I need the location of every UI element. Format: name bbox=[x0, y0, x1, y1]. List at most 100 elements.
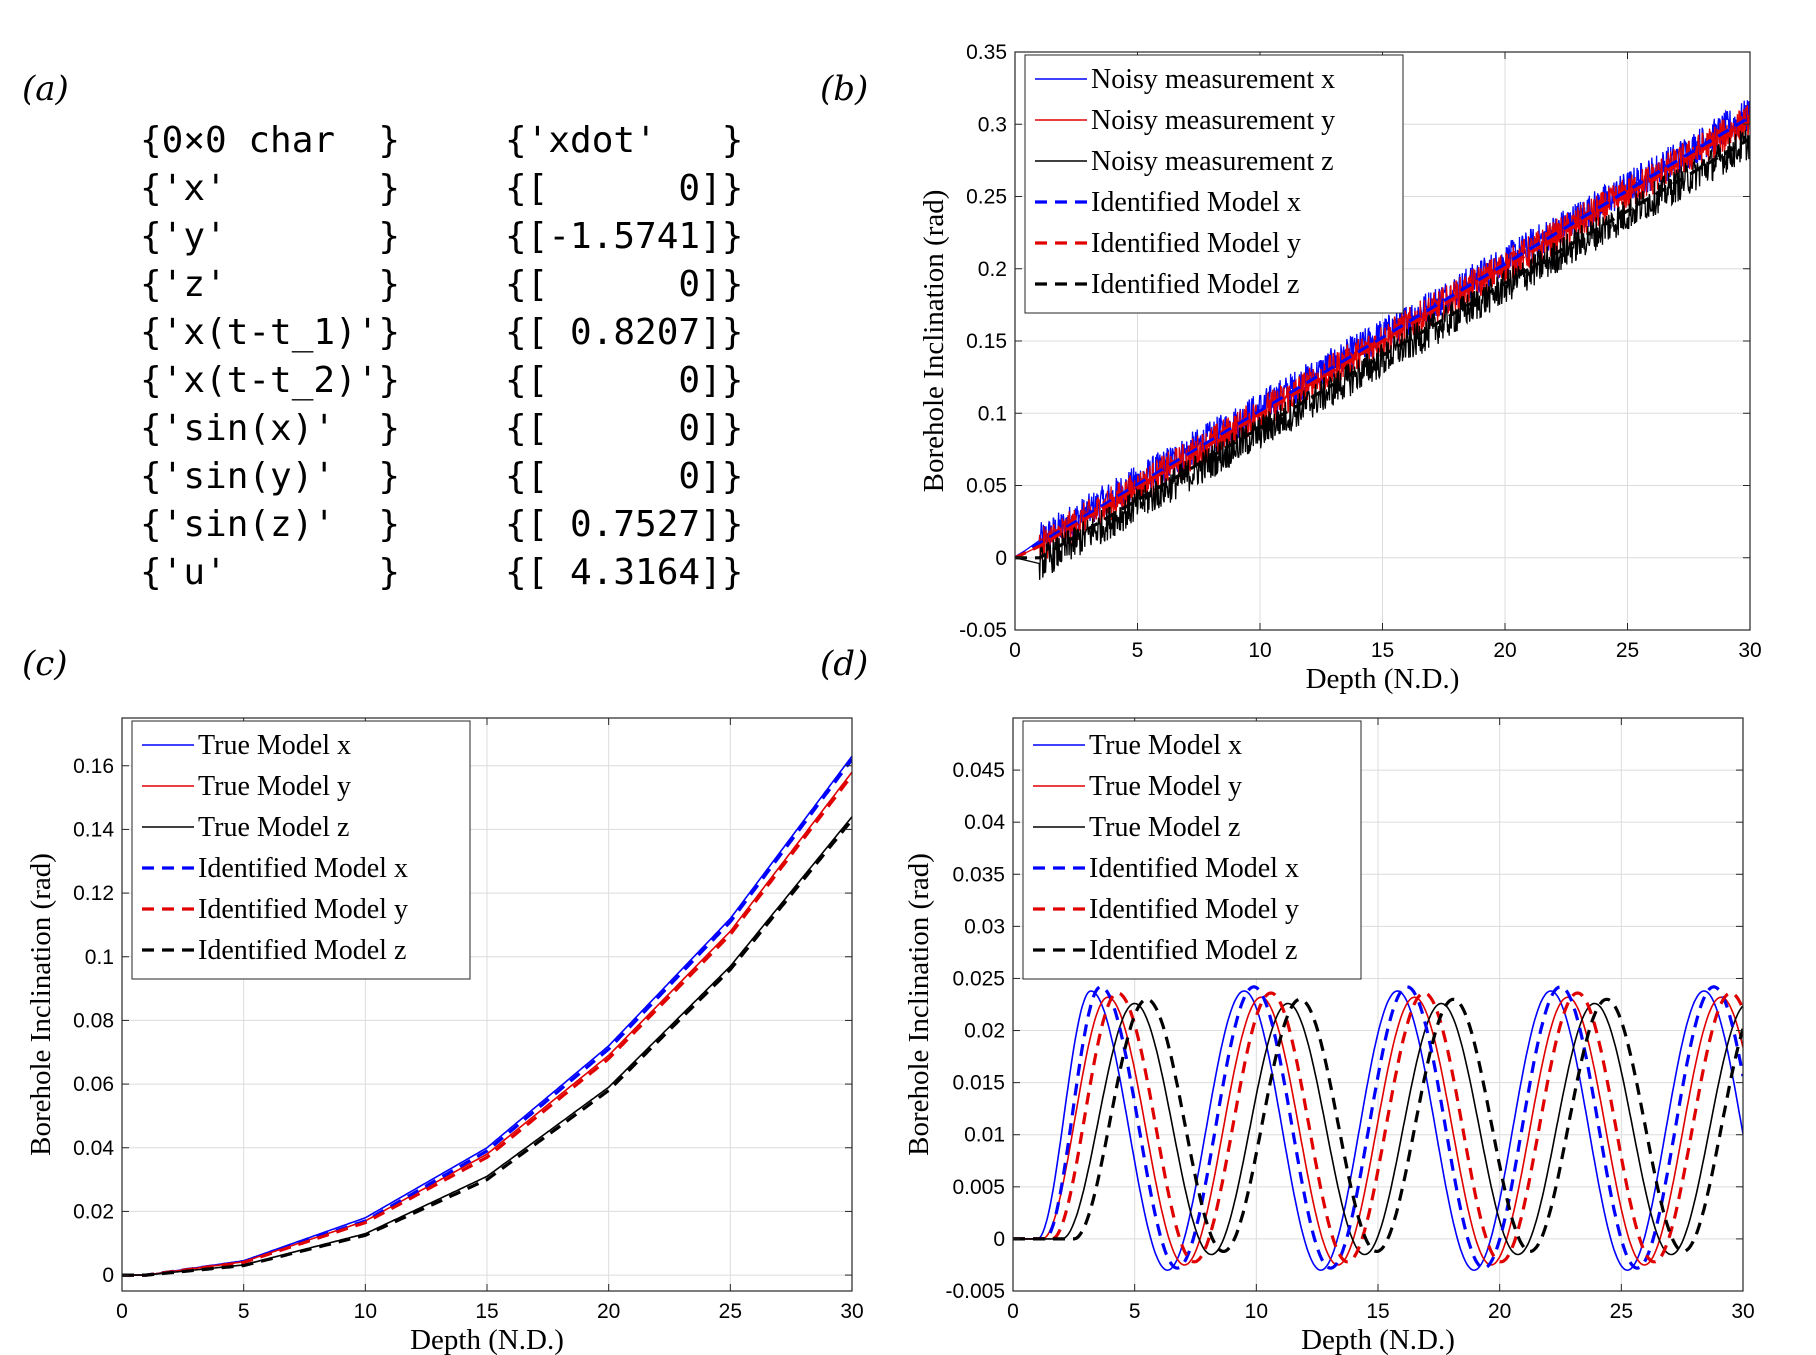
series-line-identified-model-z bbox=[1015, 137, 1750, 560]
series-line-identified-model-z bbox=[1013, 997, 1743, 1254]
panel-label-c: (c) bbox=[22, 644, 68, 684]
legend-entry-label: Identified Model z bbox=[198, 935, 406, 966]
y-tick-label: 0 bbox=[995, 547, 1007, 570]
y-tick-label: 0 bbox=[993, 1228, 1005, 1251]
y-tick-label: 0.035 bbox=[952, 863, 1005, 886]
x-axis-label: Depth (N.D.) bbox=[410, 1324, 564, 1355]
y-tick-label: 0.15 bbox=[966, 330, 1007, 353]
series-line-true-model-z bbox=[1013, 1002, 1743, 1256]
series-group bbox=[122, 755, 852, 1277]
series-line-noisy-measurement-z bbox=[1015, 129, 1750, 580]
table-cell-term: {'x(t-t_2)'} bbox=[140, 360, 400, 401]
x-tick-label: 25 bbox=[719, 1300, 742, 1323]
chart-b-noisy-measurements: 0 5 10 15 20 25 30-0.0500.050.10.150.20.250.30… bbox=[918, 41, 1762, 695]
x-tick-label: 10 bbox=[1245, 1300, 1268, 1323]
y-tick-label: 0.3 bbox=[978, 113, 1007, 136]
x-tick-label: 20 bbox=[1493, 639, 1516, 662]
legend-entry-label: True Model z bbox=[1089, 812, 1240, 843]
y-tick-label: 0.35 bbox=[966, 41, 1007, 64]
x-tick-label: 20 bbox=[1488, 1300, 1511, 1323]
y-tick-label: -0.05 bbox=[959, 619, 1007, 642]
table-cell-term: {0×0 char } bbox=[140, 120, 400, 161]
legend-entry-label: Identified Model z bbox=[1089, 935, 1297, 966]
legend-entry-label: Identified Model z bbox=[1091, 269, 1299, 300]
legend-entry-label: Identified Model x bbox=[1089, 853, 1299, 884]
table-cell-term: {'z' } bbox=[140, 264, 400, 305]
x-tick-label: 0 bbox=[116, 1300, 128, 1323]
legend-entry-label: True Model x bbox=[1089, 730, 1242, 761]
series-line-true-model-y bbox=[1013, 996, 1743, 1266]
chart-c-true-vs-identified: 0 5 10 15 20 25 30 0 0.02 0.04 0.06 0.08 0.1 0.12 0.14… bbox=[25, 717, 864, 1355]
y-tick-label: 0.08 bbox=[73, 1009, 114, 1032]
table-cell-term: {'x(t-t_1)'} bbox=[140, 312, 400, 353]
chart-d-periodic-models: 0 5 10 15 20 25 30-0.00500.0050.010.0150.020.0… bbox=[903, 717, 1755, 1355]
coefficient-table: {0×0 char } {'xdot' } {'x' } {[ 0]} {'y' } {[… bbox=[140, 120, 743, 593]
table-cell-term: {'x' } bbox=[140, 168, 400, 209]
table-cell-coefficient: {'xdot' } bbox=[505, 120, 743, 161]
legend: True Model x True Model y True Model z Iden… bbox=[131, 720, 471, 980]
y-tick-label: 0.005 bbox=[952, 1176, 1005, 1199]
table-cell-coefficient: {[ 0.7527]} bbox=[505, 504, 743, 545]
x-tick-label: 0 bbox=[1007, 1300, 1019, 1323]
y-tick-label: 0.1 bbox=[85, 946, 114, 969]
series-line-identified-model-y bbox=[122, 774, 852, 1277]
legend-entry-label: Identified Model x bbox=[198, 853, 408, 884]
x-tick-label: 15 bbox=[1371, 639, 1394, 662]
y-tick-label: 0.2 bbox=[978, 258, 1007, 281]
legend-entry-label: True Model x bbox=[198, 730, 351, 761]
y-tick-label: 0.06 bbox=[73, 1073, 114, 1096]
series-group bbox=[1013, 985, 1743, 1272]
legend-box bbox=[1024, 54, 1404, 314]
legend-box bbox=[131, 720, 471, 980]
table-cell-coefficient: {[-1.5741]} bbox=[505, 216, 743, 257]
table-cell-coefficient: {[ 0]} bbox=[505, 264, 743, 305]
y-tick-label: 0.025 bbox=[952, 967, 1005, 990]
x-axis-label: Depth (N.D.) bbox=[1301, 1324, 1455, 1355]
panel-label-b: (b) bbox=[820, 69, 868, 109]
series-line-identified-model-y bbox=[1015, 120, 1750, 560]
x-axis-label: Depth (N.D.) bbox=[1306, 663, 1460, 695]
table-cell-coefficient: {[ 0]} bbox=[505, 408, 743, 449]
series-group bbox=[1015, 100, 1750, 580]
legend-entry-label: Noisy measurement x bbox=[1091, 64, 1335, 95]
table-cell-term: {'sin(x)' } bbox=[140, 408, 400, 449]
y-tick-label: 0.04 bbox=[73, 1137, 114, 1160]
legend-entry-label: True Model y bbox=[198, 771, 351, 802]
y-tick-label: 0.14 bbox=[73, 818, 114, 841]
x-tick-label: 10 bbox=[354, 1300, 377, 1323]
y-tick-label: 0.015 bbox=[952, 1072, 1005, 1095]
table-cell-term: {'y' } bbox=[140, 216, 400, 257]
y-axis-label: Borehole Inclination (rad) bbox=[918, 190, 950, 493]
y-tick-label: 0.25 bbox=[966, 186, 1007, 209]
x-tick-label: 5 bbox=[1129, 1300, 1141, 1323]
legend: Noisy measurement x Noisy measurement y No… bbox=[1024, 54, 1404, 314]
y-axis-label: Borehole Inclination (rad) bbox=[25, 853, 57, 1156]
y-tick-label: 0 bbox=[102, 1264, 114, 1287]
table-cell-coefficient: {[ 0]} bbox=[505, 168, 743, 209]
y-tick-label: 0.12 bbox=[73, 882, 114, 905]
series-line-identified-model-x bbox=[1013, 985, 1743, 1270]
legend-box bbox=[1022, 720, 1362, 980]
x-tick-label: 5 bbox=[238, 1300, 250, 1323]
legend-entry-label: True Model z bbox=[198, 812, 349, 843]
x-tick-label: 30 bbox=[1731, 1300, 1754, 1323]
legend-entry-label: Identified Model y bbox=[198, 894, 408, 925]
x-tick-label: 15 bbox=[475, 1300, 498, 1323]
legend-entry-label: Noisy measurement z bbox=[1091, 146, 1334, 177]
y-tick-label: 0.02 bbox=[73, 1200, 114, 1223]
x-tick-label: 25 bbox=[1616, 639, 1639, 662]
y-tick-label: 0.1 bbox=[978, 402, 1007, 425]
x-tick-label: 30 bbox=[840, 1300, 863, 1323]
x-tick-label: 15 bbox=[1366, 1300, 1389, 1323]
table-cell-term: {'sin(z)' } bbox=[140, 504, 400, 545]
x-tick-label: 0 bbox=[1009, 639, 1021, 662]
y-tick-label: 0.05 bbox=[966, 475, 1007, 498]
table-cell-coefficient: {[ 4.3164]} bbox=[505, 552, 743, 593]
table-cell-term: {'u' } bbox=[140, 552, 400, 593]
x-tick-label: 30 bbox=[1738, 639, 1761, 662]
series-line-identified-model-z bbox=[122, 818, 852, 1277]
series-line-identified-model-x bbox=[1015, 115, 1750, 560]
y-tick-label: 0.02 bbox=[964, 1020, 1005, 1043]
x-tick-label: 10 bbox=[1248, 639, 1271, 662]
